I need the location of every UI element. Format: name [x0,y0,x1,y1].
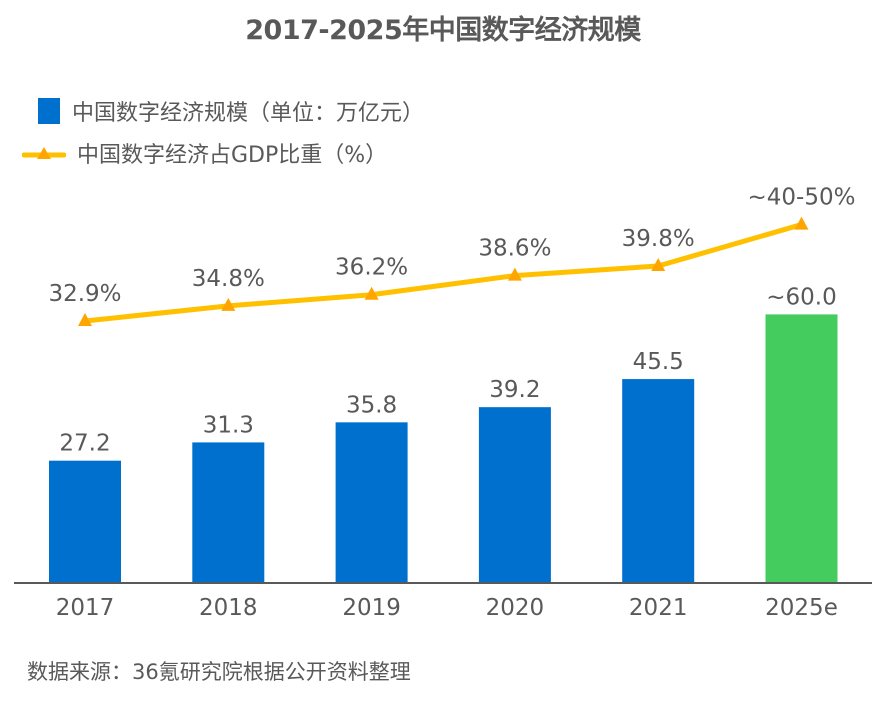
bar-2019 [335,422,408,582]
legend: 中国数字经济规模（单位：万亿元） 中国数字经济占GDP比重（%） [22,95,424,179]
legend-bar-label: 中国数字经济规模（单位：万亿元） [72,101,425,126]
bar-2025e [765,314,838,582]
line-label-2025e: ~40-50% [748,185,856,211]
x-tick-label-2018: 2018 [199,595,258,621]
legend-item-line: 中国数字经济占GDP比重（%） [22,137,424,169]
bar-2017 [49,460,121,582]
legend-item-bar: 中国数字经济规模（单位：万亿元） [22,95,424,127]
line-label-2021: 39.8% [622,226,695,252]
x-tick-label-2020: 2020 [486,595,545,621]
x-tick-label-2021: 2021 [629,595,688,621]
chart-title: 2017-2025年中国数字经济规模 [245,15,641,46]
x-tick-label-2017: 2017 [56,595,115,621]
x-tick-label-2019: 2019 [342,595,401,621]
bar-label-2021: 45.5 [633,349,684,375]
line-label-2017: 32.9% [48,281,121,307]
bar-label-2017: 27.2 [59,431,110,457]
source-note: 数据来源：36氪研究院根据公开资料整理 [27,660,411,684]
line-marker-2020 [507,267,522,281]
bar-2018 [192,442,265,582]
line-marker-2019 [364,286,379,300]
bar-2021 [622,379,695,582]
legend-line-swatch [22,147,66,159]
line-label-2018: 34.8% [192,266,265,292]
bar-label-2025e: ~60.0 [766,284,836,310]
bar-label-2018: 31.3 [203,412,254,438]
line-marker-2017 [78,313,92,326]
line-label-2019: 36.2% [335,255,408,281]
legend-bar-swatch [38,98,60,124]
line-marker-2025e [794,216,809,230]
line-series [84,222,803,324]
line-marker-2018 [221,297,236,311]
bar-2020 [478,407,551,582]
legend-line-label: 中国数字经济占GDP比重（%） [77,143,388,168]
bar-label-2019: 35.8 [346,392,397,418]
bar-label-2020: 39.2 [489,377,540,403]
line-label-2020: 38.6% [478,236,551,262]
line-marker-2021 [651,258,666,272]
x-tick-label-2025e: 2025e [765,595,838,621]
